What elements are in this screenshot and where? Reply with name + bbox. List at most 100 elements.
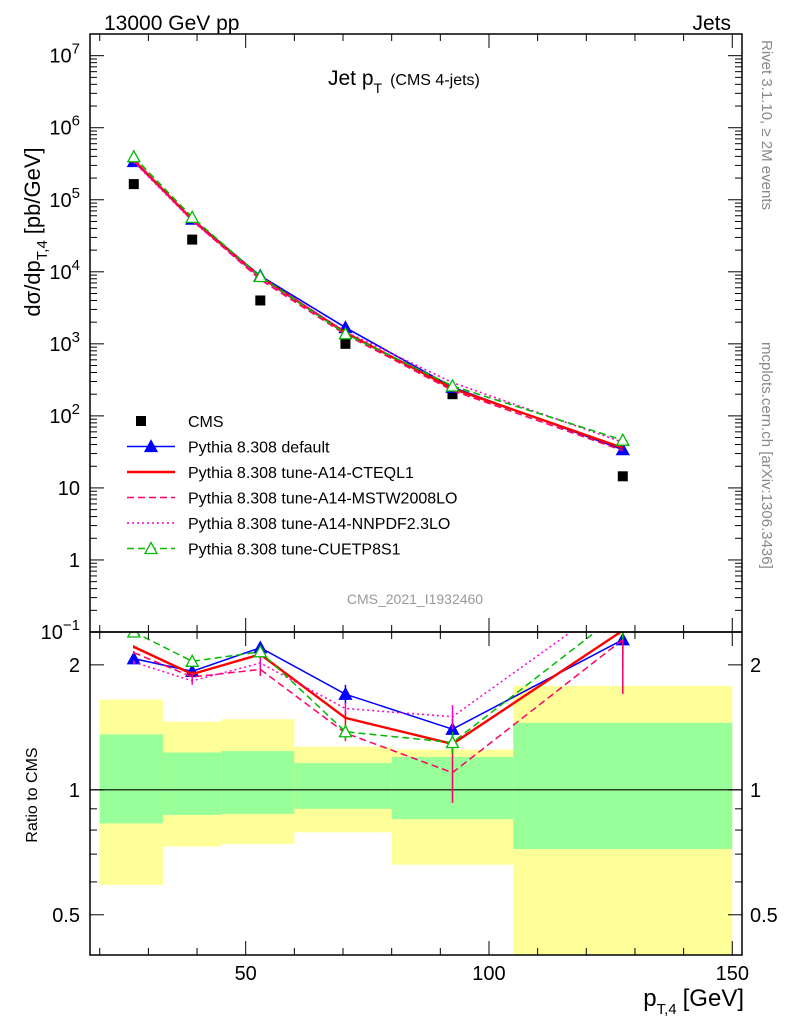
legend-entry-1: Pythia 8.308 default — [127, 439, 330, 457]
main-point-0-3 — [340, 338, 351, 349]
main-point-5-2 — [253, 269, 268, 283]
main-point-0-5 — [617, 471, 628, 482]
main-ytick-label-2: 10 — [58, 478, 80, 500]
analysis-id-label: CMS_2021_I1932460 — [347, 591, 483, 607]
main-ytick-label-4: 103 — [49, 329, 80, 356]
legend-label-4: Pythia 8.308 tune-A14-NNPDF2.3LO — [188, 516, 450, 533]
ratio-xtick-label-1: 100 — [472, 963, 505, 985]
chart-title-extra: (CMS 4-jets) — [390, 72, 480, 89]
main-point-0-0 — [128, 179, 139, 190]
band-inner-1 — [162, 752, 222, 815]
main-series-5 — [126, 149, 630, 446]
main-line-3 — [133, 160, 624, 452]
main-ytick-label-7: 106 — [49, 113, 80, 140]
rivet-version-label: Rivet 3.1.10, ≥ 2M events — [758, 40, 775, 210]
main-line-5 — [133, 156, 624, 441]
legend-entry-0: CMS — [136, 414, 224, 431]
svg-text:dσ/dpT,4[pb/GeV]: dσ/dpT,4 [pb/GeV] — [20, 147, 51, 316]
band-inner-0 — [99, 734, 163, 824]
main-series-4 — [133, 161, 624, 444]
ratio-point-4-3 — [338, 724, 353, 738]
main-ytick-label-6: 105 — [49, 185, 80, 212]
ratio-plot-area — [90, 605, 742, 803]
ratio-ytick-label-right-2: 2 — [750, 655, 761, 677]
main-ytick-label-3: 102 — [49, 401, 80, 428]
ratio-ytick-label-2: 2 — [69, 655, 80, 677]
main-point-5-1 — [185, 209, 200, 224]
y-label-main: dσ/dp — [20, 260, 45, 316]
x-label-unit: [GeV] — [683, 985, 744, 1012]
ratio-ytick-label-1: 1 — [69, 780, 80, 802]
main-series-1 — [126, 154, 630, 456]
main-point-0-2 — [255, 295, 266, 306]
ratio-point-4-1 — [185, 653, 200, 667]
legend-label-5: Pythia 8.308 tune-CUETP8S1 — [188, 542, 401, 559]
chart-title: Jet pT (CMS 4-jets) — [328, 67, 480, 96]
legend-marker-5 — [143, 541, 159, 555]
legend-entry-2: Pythia 8.308 tune-A14-CTEQL1 — [127, 465, 414, 482]
main-plot-area — [126, 149, 630, 482]
ratio-xtick-label-0: 50 — [235, 963, 257, 985]
header-right: Jets — [692, 12, 731, 35]
mcplots-source-label: mcplots.cern.ch [arXiv:1306.3436] — [758, 342, 775, 569]
main-point-5-4 — [445, 378, 460, 392]
x-label-main: p — [643, 985, 656, 1012]
legend-label-3: Pythia 8.308 tune-A14-MSTW2008LO — [188, 491, 457, 508]
main-point-0-1 — [187, 234, 198, 245]
band-inner-5 — [513, 722, 733, 850]
ratio-ytick-label-right-1: 1 — [750, 780, 761, 802]
main-series-2 — [132, 159, 624, 449]
legend-marker-1 — [143, 439, 159, 453]
ratio-point-4-0 — [126, 632, 141, 638]
ratio-series-3 — [133, 632, 573, 730]
main-ytick-label-0: 10−1 — [41, 617, 80, 644]
band-inner-3 — [294, 763, 392, 809]
ratio-point-4-4 — [445, 735, 460, 749]
x-axis-label: pT,4 [GeV] — [643, 985, 744, 1018]
main-line-4 — [133, 161, 624, 444]
ratio-line-2 — [133, 639, 624, 774]
legend-label-0: CMS — [188, 414, 224, 431]
ratio-y-axis-label: Ratio to CMS — [24, 747, 41, 842]
legend-label-2: Pythia 8.308 tune-A14-CTEQL1 — [188, 465, 414, 482]
main-point-0-4 — [447, 389, 458, 400]
main-ytick-label-5: 104 — [49, 257, 80, 284]
legend-entry-3: Pythia 8.308 tune-A14-MSTW2008LO — [127, 491, 457, 508]
main-series-0 — [128, 179, 628, 482]
legend-entry-4: Pythia 8.308 tune-A14-NNPDF2.3LO — [127, 516, 450, 533]
chart-title-main: Jet p — [328, 67, 374, 90]
main-ytick-label-8: 107 — [49, 41, 80, 68]
band-inner-2 — [221, 751, 295, 814]
y-label-unit: [pb/GeV] — [20, 147, 45, 234]
ratio-point-0-3 — [338, 686, 353, 700]
ratio-ytick-label-right-0: 0.5 — [750, 905, 778, 927]
legend: CMS Pythia 8.308 default Pythia 8.308 tune… — [127, 414, 457, 559]
main-point-5-5 — [615, 432, 630, 446]
ratio-uncertainty-bands — [99, 685, 733, 955]
main-series-3 — [133, 160, 624, 452]
legend-label-1: Pythia 8.308 default — [188, 440, 330, 457]
y-label-sub: T,4 — [34, 240, 51, 260]
legend-entry-5: Pythia 8.308 tune-CUETP8S1 — [127, 541, 401, 559]
svg-text:Jet pT(CMS 4-jets): Jet pT (CMS 4-jets) — [328, 67, 480, 96]
ratio-ytick-label-0: 0.5 — [52, 905, 80, 927]
ratio-xtick-label-2: 150 — [716, 963, 749, 985]
main-point-5-0 — [126, 149, 141, 163]
plot-frames: 10−1 1 10 102 103 104 105 106 107 50 100 150 0.5 0.5 1… — [41, 33, 778, 985]
main-line-2 — [132, 159, 624, 449]
svg-text:pT,4[GeV]: pT,4 [GeV] — [643, 985, 744, 1018]
ratio-point-4-5 — [617, 605, 629, 616]
ratio-frame — [89, 631, 743, 956]
main-line-1 — [133, 160, 624, 451]
main-ytick-label-1: 1 — [69, 550, 80, 572]
ratio-line-3 — [133, 632, 573, 718]
ratio-point-4-2 — [253, 644, 268, 658]
chart-title-sub: T — [374, 80, 383, 96]
main-y-axis-label: dσ/dpT,4 [pb/GeV] — [20, 147, 51, 316]
x-label-sub: T,4 — [657, 1001, 677, 1018]
main-point-5-3 — [338, 326, 353, 340]
header-left: 13000 GeV pp — [104, 12, 239, 35]
legend-marker-0 — [136, 416, 146, 426]
ratio-line-4 — [133, 632, 597, 744]
